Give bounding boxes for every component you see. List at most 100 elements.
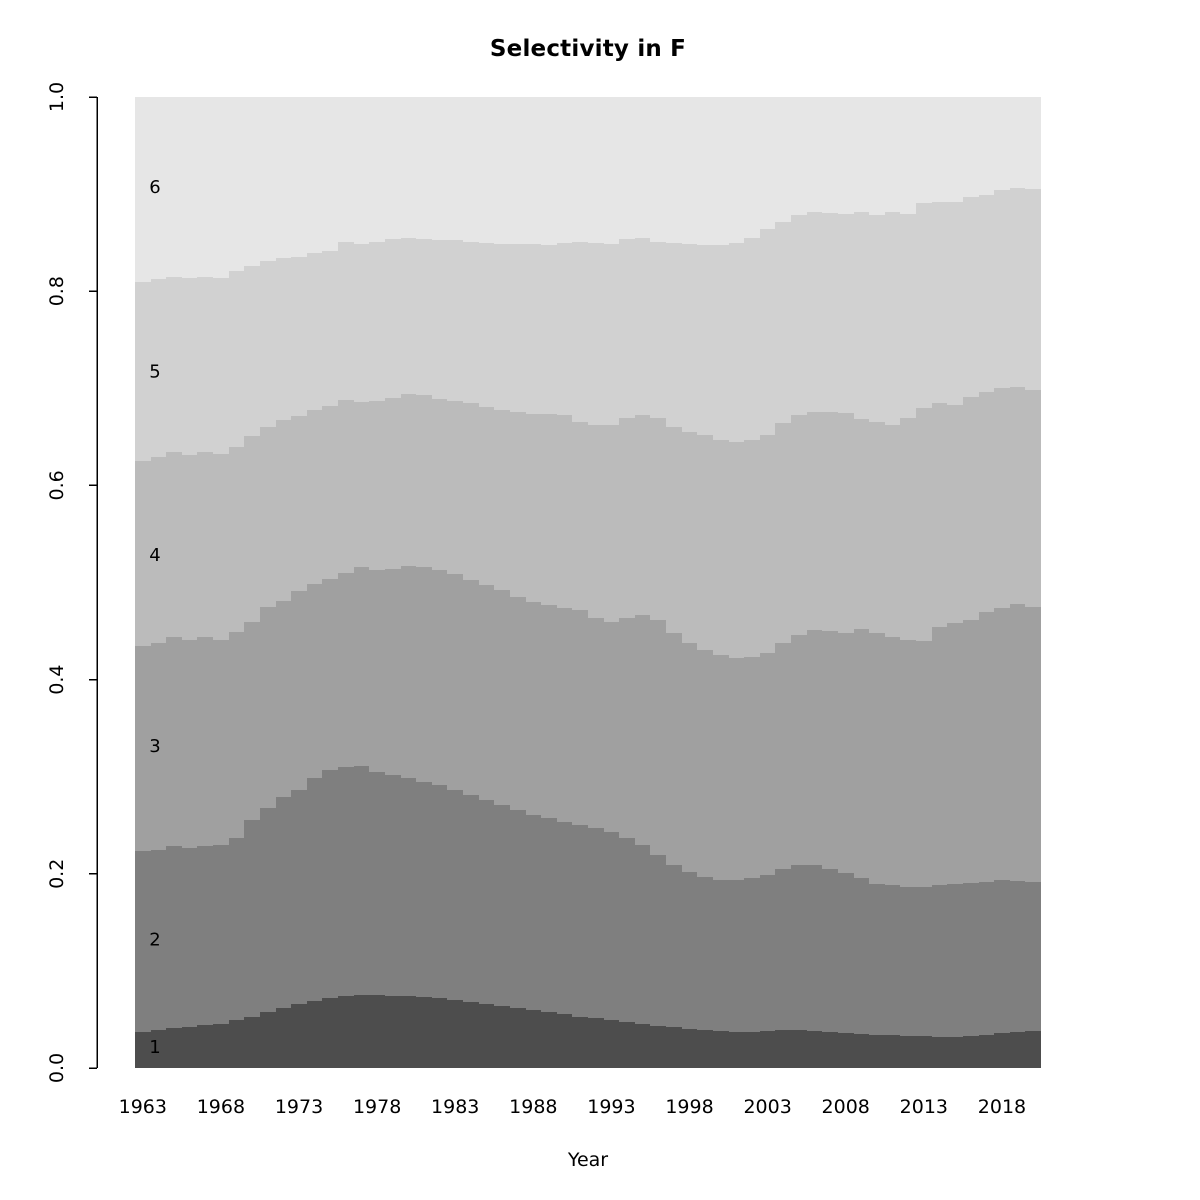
bar-segment-age4-1995 bbox=[635, 415, 650, 615]
bar-segment-age4-1973 bbox=[291, 416, 307, 591]
bar-segment-age6-1994 bbox=[619, 97, 635, 239]
bar-segment-age3-2013 bbox=[916, 641, 932, 887]
bar-segment-age3-1990 bbox=[557, 608, 572, 822]
bar-segment-age1-1967 bbox=[197, 1025, 213, 1068]
y-tick-label: 1.0 bbox=[46, 82, 68, 112]
bar-segment-age4-2019 bbox=[1010, 387, 1025, 604]
bar-segment-age3-1996 bbox=[650, 620, 666, 855]
bar-segment-age3-1988 bbox=[526, 602, 541, 815]
x-tick-label: 1983 bbox=[431, 1096, 479, 1118]
bar-segment-age5-2018 bbox=[994, 190, 1010, 388]
bar-segment-age5-1975 bbox=[322, 251, 338, 406]
bar-segment-age3-2012 bbox=[900, 640, 916, 887]
bar-segment-age2-1986 bbox=[494, 805, 510, 1006]
bar-segment-age1-2012 bbox=[900, 1036, 916, 1068]
bar-segment-age2-2005 bbox=[791, 865, 807, 1030]
bar-segment-age6-2004 bbox=[775, 97, 791, 222]
bar-segment-age3-1975 bbox=[322, 579, 338, 770]
bar-segment-age4-2004 bbox=[775, 423, 791, 643]
bar-segment-age4-1970 bbox=[244, 436, 260, 622]
bar-segment-age6-2010 bbox=[869, 97, 885, 215]
chart-title: Selectivity in F bbox=[489, 36, 687, 62]
bar-segment-age3-1969 bbox=[229, 632, 244, 838]
bar-segment-age6-1964 bbox=[151, 97, 166, 279]
bar-segment-age6-1987 bbox=[510, 97, 526, 244]
bar-segment-age2-1981 bbox=[416, 782, 432, 997]
bar-segment-age5-1987 bbox=[510, 244, 526, 412]
bar-segment-age5-1968 bbox=[213, 278, 229, 454]
bar-segment-age1-1980 bbox=[401, 996, 416, 1068]
bar-segment-age1-1989 bbox=[541, 1012, 557, 1068]
bar-segment-age1-1985 bbox=[479, 1004, 494, 1068]
bar-segment-age1-2016 bbox=[963, 1036, 979, 1068]
bar-segment-age2-2017 bbox=[979, 882, 994, 1035]
bar-segment-age4-1996 bbox=[650, 418, 666, 620]
bar-segment-age3-1967 bbox=[197, 637, 213, 846]
bar-segment-age5-2005 bbox=[791, 215, 807, 415]
bar-segment-age6-1978 bbox=[369, 97, 385, 242]
y-tick-label: 0.2 bbox=[46, 859, 68, 889]
bar-segment-age6-1989 bbox=[541, 97, 557, 245]
bar-segment-age3-1965 bbox=[166, 637, 182, 846]
bar-segment-age1-2006 bbox=[807, 1031, 822, 1068]
bar-segment-age6-1980 bbox=[401, 97, 416, 238]
bar-segment-age6-2019 bbox=[1010, 97, 1025, 188]
bar-segment-age4-2010 bbox=[869, 422, 885, 633]
bar-segment-age2-2016 bbox=[963, 883, 979, 1036]
x-tick-label: 1988 bbox=[509, 1096, 557, 1118]
bar-segment-age5-1990 bbox=[557, 243, 572, 415]
y-tick-label: 0.8 bbox=[46, 276, 68, 306]
bar-segment-age6-2000 bbox=[713, 97, 729, 245]
bar-segment-age1-2015 bbox=[947, 1037, 963, 1068]
x-tick-label: 1963 bbox=[119, 1096, 167, 1118]
bar-segment-age1-1988 bbox=[526, 1010, 541, 1068]
bar-segment-age3-1970 bbox=[244, 622, 260, 820]
bar-segment-age5-2006 bbox=[807, 212, 822, 412]
bar-segment-age1-1970 bbox=[244, 1017, 260, 1068]
bar-segment-age4-2011 bbox=[885, 425, 900, 637]
bar-segment-age1-1982 bbox=[432, 998, 447, 1068]
bar-segment-age5-2004 bbox=[775, 222, 791, 423]
bar-segment-age4-2008 bbox=[838, 413, 854, 633]
bar-segment-age3-2007 bbox=[822, 631, 838, 869]
bar-segment-age4-2001 bbox=[729, 442, 744, 658]
bar-segment-age1-1965 bbox=[166, 1028, 182, 1068]
bar-segment-age2-2018 bbox=[994, 880, 1010, 1033]
bar-segment-age6-2015 bbox=[947, 97, 963, 202]
bar-segment-age1-1978 bbox=[369, 995, 385, 1068]
bar-segment-age1-2020 bbox=[1025, 1031, 1041, 1068]
bar-segment-age5-1982 bbox=[432, 240, 447, 399]
band-label-1: 1 bbox=[149, 1037, 160, 1058]
bar-segment-age4-2003 bbox=[760, 435, 775, 653]
bar-segment-age5-1992 bbox=[588, 243, 604, 425]
bar-segment-age6-1968 bbox=[213, 97, 229, 278]
bar-segment-age4-1969 bbox=[229, 447, 244, 632]
bar-segment-age5-1964 bbox=[151, 279, 166, 457]
y-tick-label: 0.4 bbox=[46, 664, 68, 694]
bar-segment-age2-2015 bbox=[947, 884, 963, 1037]
bar-segment-age3-2009 bbox=[854, 629, 869, 878]
bar-segment-age2-1984 bbox=[463, 795, 479, 1002]
bar-segment-age2-2004 bbox=[775, 869, 791, 1030]
bar-segment-age3-1971 bbox=[260, 607, 276, 808]
bar-segment-age3-2015 bbox=[947, 623, 963, 884]
bar-segment-age2-1980 bbox=[401, 778, 416, 996]
bar-segment-age5-1973 bbox=[291, 257, 307, 416]
bar-segment-age2-1978 bbox=[369, 772, 385, 995]
bar-segment-age4-1983 bbox=[447, 401, 463, 574]
bar-segment-age6-2003 bbox=[760, 97, 775, 229]
bar-segment-age5-1972 bbox=[276, 258, 291, 420]
bar-segment-age2-2007 bbox=[822, 869, 838, 1032]
bar-segment-age4-2016 bbox=[963, 397, 979, 620]
bar-segment-age5-1978 bbox=[369, 242, 385, 401]
bar-segment-age6-2012 bbox=[900, 97, 916, 214]
x-tick-label: 2008 bbox=[822, 1096, 870, 1118]
bar-segment-age1-1997 bbox=[666, 1027, 682, 1068]
bar-segment-age2-1989 bbox=[541, 818, 557, 1012]
bar-segment-age5-2011 bbox=[885, 212, 900, 425]
bar-segment-age4-1966 bbox=[182, 455, 197, 640]
bar-segment-age4-2014 bbox=[932, 403, 947, 627]
bar-segment-age5-1970 bbox=[244, 266, 260, 436]
bar-segment-age4-1977 bbox=[354, 402, 369, 567]
bar-segment-age2-1970 bbox=[244, 820, 260, 1017]
